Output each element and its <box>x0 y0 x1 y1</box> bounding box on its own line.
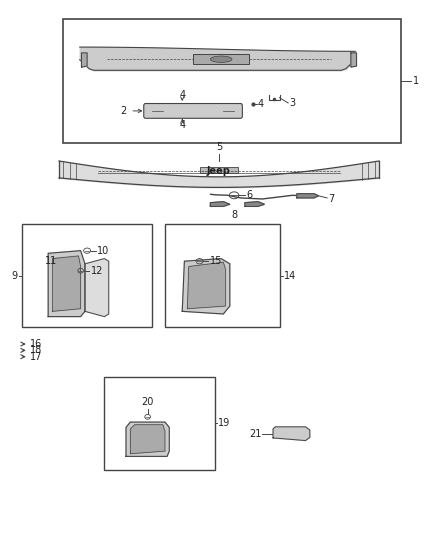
Text: 3: 3 <box>290 98 296 108</box>
Polygon shape <box>85 259 109 317</box>
Text: 20: 20 <box>141 397 154 407</box>
Polygon shape <box>182 259 230 314</box>
Polygon shape <box>126 422 169 456</box>
Bar <box>165 224 279 327</box>
Bar <box>104 377 215 470</box>
Polygon shape <box>297 193 318 198</box>
FancyBboxPatch shape <box>144 103 242 118</box>
Text: 1: 1 <box>413 76 419 86</box>
Text: 8: 8 <box>231 209 237 220</box>
Text: 7: 7 <box>328 194 335 204</box>
Bar <box>22 224 152 327</box>
Bar <box>64 19 401 142</box>
Polygon shape <box>53 256 81 311</box>
Polygon shape <box>210 201 230 206</box>
Text: 4: 4 <box>258 99 264 109</box>
Polygon shape <box>81 53 87 67</box>
Text: 2: 2 <box>120 106 126 116</box>
Text: 9: 9 <box>12 271 18 281</box>
Text: Jeep: Jeep <box>207 166 231 175</box>
Text: 16: 16 <box>30 339 42 349</box>
Text: 5: 5 <box>216 142 222 152</box>
Ellipse shape <box>210 56 232 62</box>
Polygon shape <box>131 425 165 454</box>
Text: 11: 11 <box>45 256 57 266</box>
Polygon shape <box>273 427 310 441</box>
Polygon shape <box>48 251 85 317</box>
Text: 4: 4 <box>179 90 185 100</box>
Text: 14: 14 <box>284 271 297 281</box>
Text: 10: 10 <box>97 246 109 256</box>
Text: 19: 19 <box>218 418 230 429</box>
Text: 18: 18 <box>30 345 42 356</box>
Text: 12: 12 <box>91 266 103 276</box>
Polygon shape <box>245 201 265 206</box>
Text: 17: 17 <box>30 352 42 362</box>
Text: 21: 21 <box>249 429 261 439</box>
Text: 15: 15 <box>209 256 222 266</box>
Text: 6: 6 <box>246 190 252 200</box>
Polygon shape <box>187 262 226 309</box>
Bar <box>200 167 238 173</box>
Polygon shape <box>351 53 357 67</box>
Bar <box>193 54 249 64</box>
Text: 4: 4 <box>179 119 185 130</box>
